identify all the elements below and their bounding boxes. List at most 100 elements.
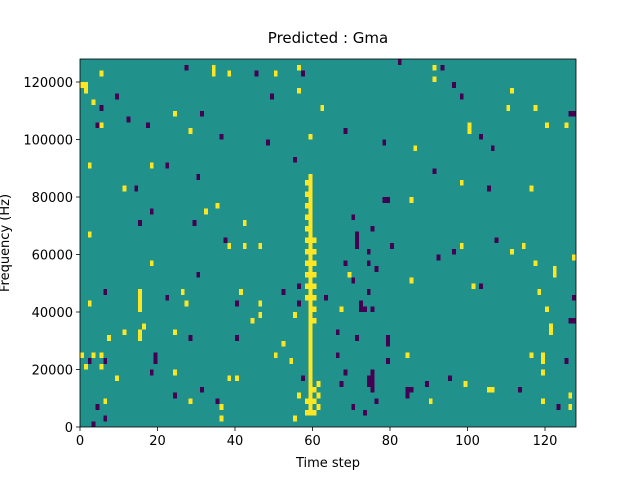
heatmap-cell xyxy=(99,105,104,111)
heatmap-cell xyxy=(308,283,313,289)
heatmap-cell xyxy=(545,122,549,128)
x-tick-label: 80 xyxy=(382,434,399,449)
heatmap-cell xyxy=(440,64,445,71)
heatmap-cell xyxy=(308,202,313,209)
heatmap-cell xyxy=(219,404,224,410)
heatmap-cell xyxy=(91,99,96,105)
heatmap-cell xyxy=(145,122,150,128)
heatmap-cell xyxy=(312,306,317,312)
heatmap-cell xyxy=(351,277,356,284)
x-axis-label: Time step xyxy=(295,456,360,471)
heatmap-cell xyxy=(541,358,545,364)
heatmap-cell xyxy=(339,381,344,387)
heatmap-cell xyxy=(459,243,464,249)
heatmap-cell xyxy=(273,70,278,77)
heatmap-cell xyxy=(541,369,545,376)
heatmap-cell xyxy=(359,306,363,312)
heatmap-cell xyxy=(308,306,313,312)
heatmap-cell xyxy=(366,248,371,255)
heatmap-cell xyxy=(196,271,201,278)
heatmap-cell xyxy=(308,185,313,192)
heatmap-cell xyxy=(308,340,313,347)
heatmap-cell xyxy=(510,248,514,255)
heatmap-cell xyxy=(215,202,220,209)
heatmap-cell xyxy=(308,369,313,376)
heatmap-cell xyxy=(188,335,193,341)
heatmap-cell xyxy=(308,398,313,404)
heatmap-cell xyxy=(386,335,390,341)
heatmap-cell xyxy=(200,386,204,393)
y-tick-label: 40000 xyxy=(32,306,73,321)
heatmap-cell xyxy=(122,185,127,192)
heatmap-cell xyxy=(223,237,228,243)
heatmap-cell xyxy=(227,70,232,77)
heatmap-cell xyxy=(281,340,286,347)
heatmap-cell xyxy=(211,64,216,71)
heatmap-cell xyxy=(304,260,309,266)
heatmap-cell xyxy=(545,306,549,312)
heatmap-cell xyxy=(479,283,483,289)
heatmap-cell xyxy=(308,271,313,278)
heatmap-cell xyxy=(308,191,313,197)
heatmap-cell xyxy=(541,398,545,404)
heatmap-cell xyxy=(537,289,542,295)
heatmap-cell xyxy=(304,214,309,220)
heatmap-cell xyxy=(273,352,278,358)
heatmap-cell xyxy=(343,260,348,266)
heatmap-cell xyxy=(572,294,576,301)
heatmap-cell xyxy=(227,375,232,381)
heatmap-cell xyxy=(308,266,313,272)
heatmap-cell xyxy=(370,381,375,387)
heatmap-cell xyxy=(308,317,313,324)
heatmap-cell xyxy=(308,375,313,381)
heatmap-cell xyxy=(459,179,464,186)
heatmap-cell xyxy=(103,415,108,422)
heatmap-cell xyxy=(486,386,491,393)
heatmap-cell xyxy=(548,329,553,335)
heatmap-cell xyxy=(293,156,297,163)
heatmap-cell xyxy=(258,243,263,249)
heatmap-cell xyxy=(312,248,317,255)
heatmap-cell xyxy=(471,283,476,289)
heatmap-cell xyxy=(405,392,410,399)
heatmap-cell xyxy=(432,168,437,174)
heatmap-cell xyxy=(153,352,158,358)
heatmap-cell xyxy=(308,133,313,140)
heatmap-cell xyxy=(300,375,305,381)
heatmap-cell xyxy=(304,398,309,404)
heatmap-cell xyxy=(173,392,177,399)
heatmap-cell xyxy=(308,346,313,353)
heatmap-cell xyxy=(258,300,263,307)
heatmap-cell xyxy=(138,220,142,226)
heatmap-cell xyxy=(382,139,387,146)
x-tick-label: 120 xyxy=(533,434,558,449)
heatmap-cell xyxy=(339,306,344,312)
heatmap-cell xyxy=(304,409,309,416)
heatmap-cell xyxy=(91,421,96,427)
heatmap-cell xyxy=(83,82,88,88)
heatmap-cell xyxy=(99,363,104,370)
heatmap-cell xyxy=(173,110,177,117)
heatmap-cell xyxy=(324,294,328,301)
heatmap-cell xyxy=(517,386,522,393)
x-tick-label: 40 xyxy=(227,434,244,449)
heatmap-cell xyxy=(114,93,119,100)
heatmap-cell xyxy=(459,93,464,100)
heatmap-cell xyxy=(138,335,142,341)
heatmap-cell xyxy=(355,335,359,341)
heatmap-cell xyxy=(258,312,263,318)
heatmap-cell xyxy=(308,254,313,261)
heatmap-cell xyxy=(370,225,375,232)
heatmap-cell xyxy=(312,409,317,416)
heatmap-cell xyxy=(99,352,104,358)
x-tick-label: 0 xyxy=(76,434,84,449)
heatmap-cell xyxy=(467,128,472,134)
heatmap-cell xyxy=(413,145,418,151)
heatmap-cell xyxy=(83,87,88,94)
heatmap-cell xyxy=(304,271,309,278)
heatmap-cell xyxy=(80,82,84,88)
heatmap-cell xyxy=(308,220,313,226)
plot-frame xyxy=(79,58,577,428)
heatmap-cell xyxy=(366,381,371,387)
plot-background xyxy=(80,59,576,427)
